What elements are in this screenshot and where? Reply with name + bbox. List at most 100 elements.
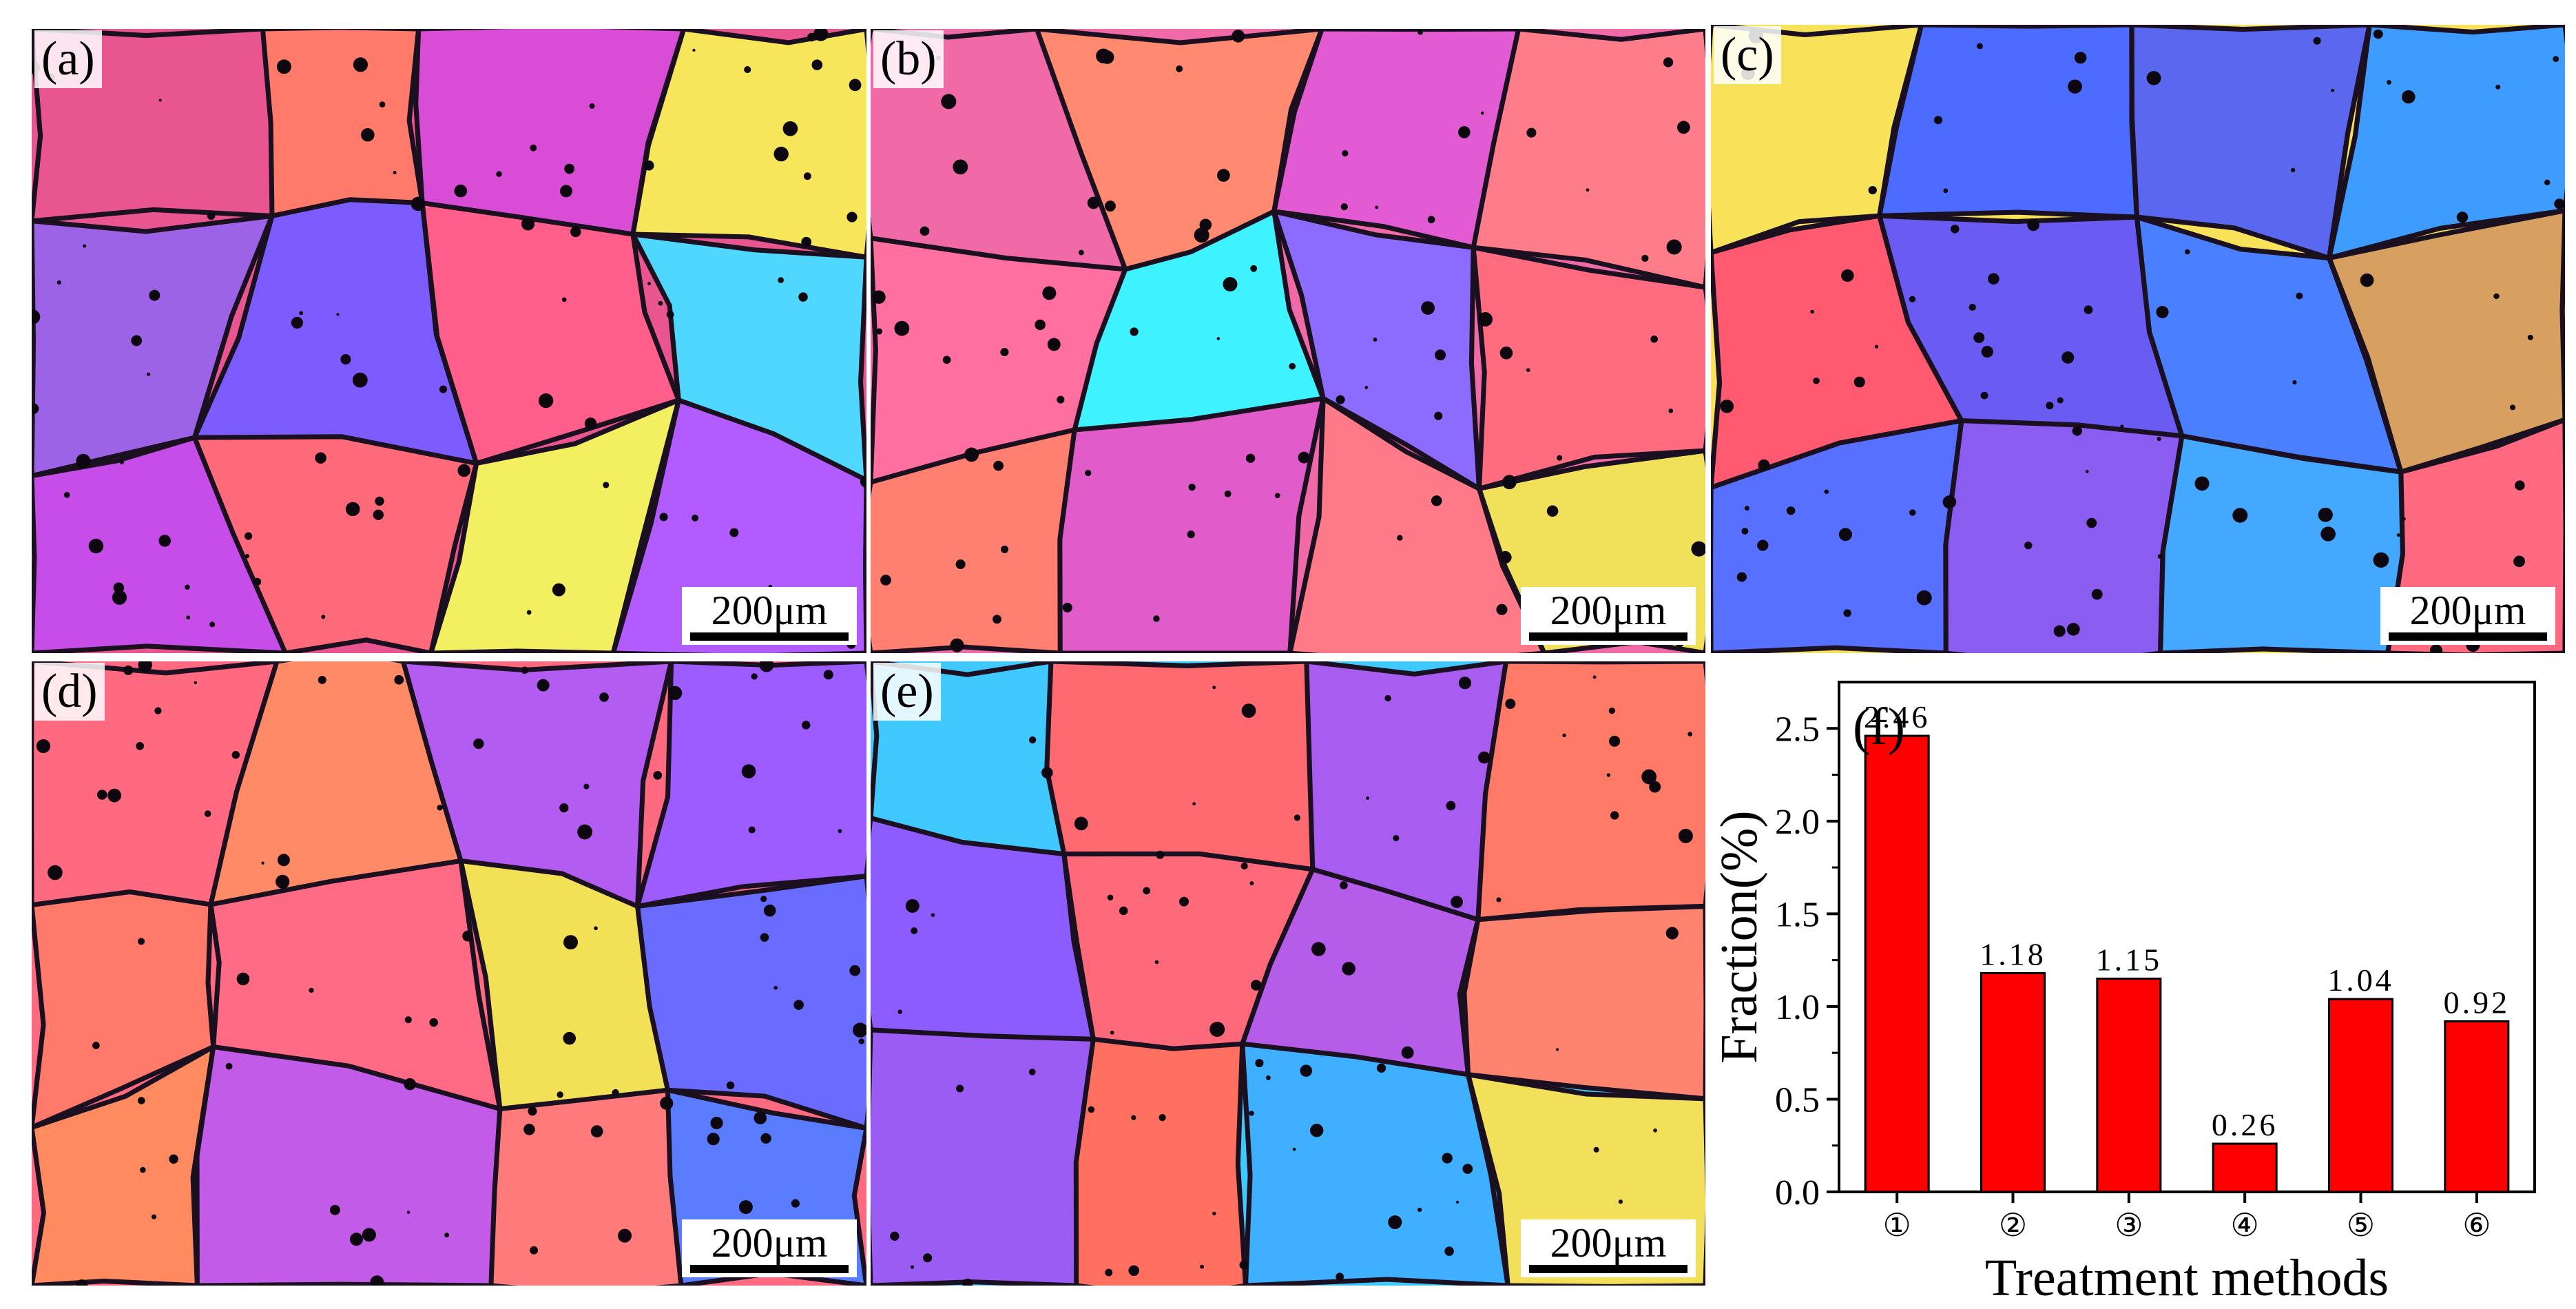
pore [370, 1275, 384, 1286]
pore [2085, 470, 2089, 473]
pore [76, 1279, 88, 1286]
pore [96, 790, 107, 800]
pore [1458, 677, 1472, 690]
grain [1711, 418, 1964, 653]
panel-label-a: (a) [34, 30, 102, 88]
pore [643, 160, 654, 171]
pore [872, 290, 886, 305]
pore [231, 750, 240, 759]
pore [340, 354, 351, 365]
pore [738, 1200, 753, 1215]
pore [1741, 528, 1749, 535]
pore [1609, 735, 1621, 747]
pore [1676, 121, 1690, 134]
pore [1000, 545, 1009, 553]
pore [760, 1133, 771, 1144]
pore [1458, 126, 1471, 138]
pore [1555, 1048, 1559, 1051]
pore [1062, 602, 1072, 612]
y-tick-label: 2.5 [1775, 710, 1820, 749]
pore [773, 985, 778, 990]
pore [131, 335, 143, 347]
pore [1342, 150, 1349, 157]
micrograph-image-a [32, 29, 866, 653]
pore [92, 1042, 100, 1049]
pore [76, 453, 91, 468]
x-tick-label: ⑥ [2462, 1206, 2491, 1244]
pore [245, 554, 250, 559]
pore [169, 1154, 178, 1164]
pore [1216, 337, 1221, 340]
pore [2084, 305, 2093, 314]
pore [1194, 227, 1209, 243]
scale-bar-label-e: 200μm [1550, 1220, 1667, 1266]
pore [559, 803, 569, 813]
pore [48, 865, 63, 880]
pore [1666, 239, 1682, 255]
bar-chart: 0.0 0.5 1.0 1.5 2.0 2.5 2.46 ① 1.18 ② 1.15 ③ 0.26 ④ 1.… [1710, 681, 2536, 1307]
pore [2495, 84, 2501, 90]
pore [2553, 56, 2559, 63]
pore [1421, 301, 1435, 315]
pore [1593, 1146, 1599, 1153]
pore [1187, 530, 1195, 539]
pore [138, 661, 152, 672]
pore [577, 824, 592, 840]
grain [1073, 1036, 1249, 1286]
pore [1557, 455, 1563, 461]
x-tick-label: ② [1999, 1206, 2027, 1244]
pore [1342, 962, 1355, 976]
pore [2373, 552, 2389, 568]
pore [2057, 397, 2064, 404]
pore [1336, 1272, 1344, 1281]
pore [1212, 686, 1216, 690]
grain [32, 1044, 216, 1286]
pore [726, 1081, 735, 1090]
pore [526, 610, 532, 615]
pore [2053, 625, 2066, 637]
micrograph-image-c [1711, 25, 2565, 653]
pore [2156, 306, 2169, 318]
pore [186, 615, 191, 620]
pore [962, 1278, 973, 1286]
pore [964, 447, 979, 462]
pore [2510, 404, 2516, 411]
pore [2074, 52, 2087, 64]
pore [2493, 293, 2500, 300]
pore [801, 721, 811, 730]
pore [647, 282, 652, 285]
pore [910, 1265, 915, 1269]
pore [538, 393, 554, 409]
pore [1131, 1115, 1136, 1120]
micrograph-panel-e: (e) 200μm [871, 661, 1705, 1286]
pore [1417, 30, 1423, 35]
pore [1364, 386, 1369, 389]
pore [1434, 411, 1443, 420]
pore [1000, 347, 1009, 357]
pore [594, 926, 598, 931]
pore [149, 289, 160, 301]
panel-label-e: (e) [873, 663, 941, 721]
pore [154, 707, 162, 714]
pore [1973, 332, 1985, 343]
pore [584, 418, 597, 430]
pore [444, 1233, 450, 1238]
pore [2024, 542, 2033, 550]
bar [2328, 998, 2393, 1193]
pore [1981, 346, 1993, 358]
pore [1104, 200, 1116, 212]
pore [1250, 265, 1258, 272]
pore [119, 460, 124, 464]
pore [185, 584, 190, 590]
pore [2068, 79, 2082, 94]
pore [361, 127, 375, 142]
pore [393, 170, 397, 174]
pore [1435, 349, 1446, 361]
scale-bar-d: 200μm [682, 1219, 857, 1277]
pore [138, 938, 145, 945]
grain [635, 874, 866, 1131]
pore [2331, 88, 2335, 92]
pore [759, 661, 774, 672]
pore [1241, 703, 1256, 718]
pore [1933, 116, 1943, 125]
